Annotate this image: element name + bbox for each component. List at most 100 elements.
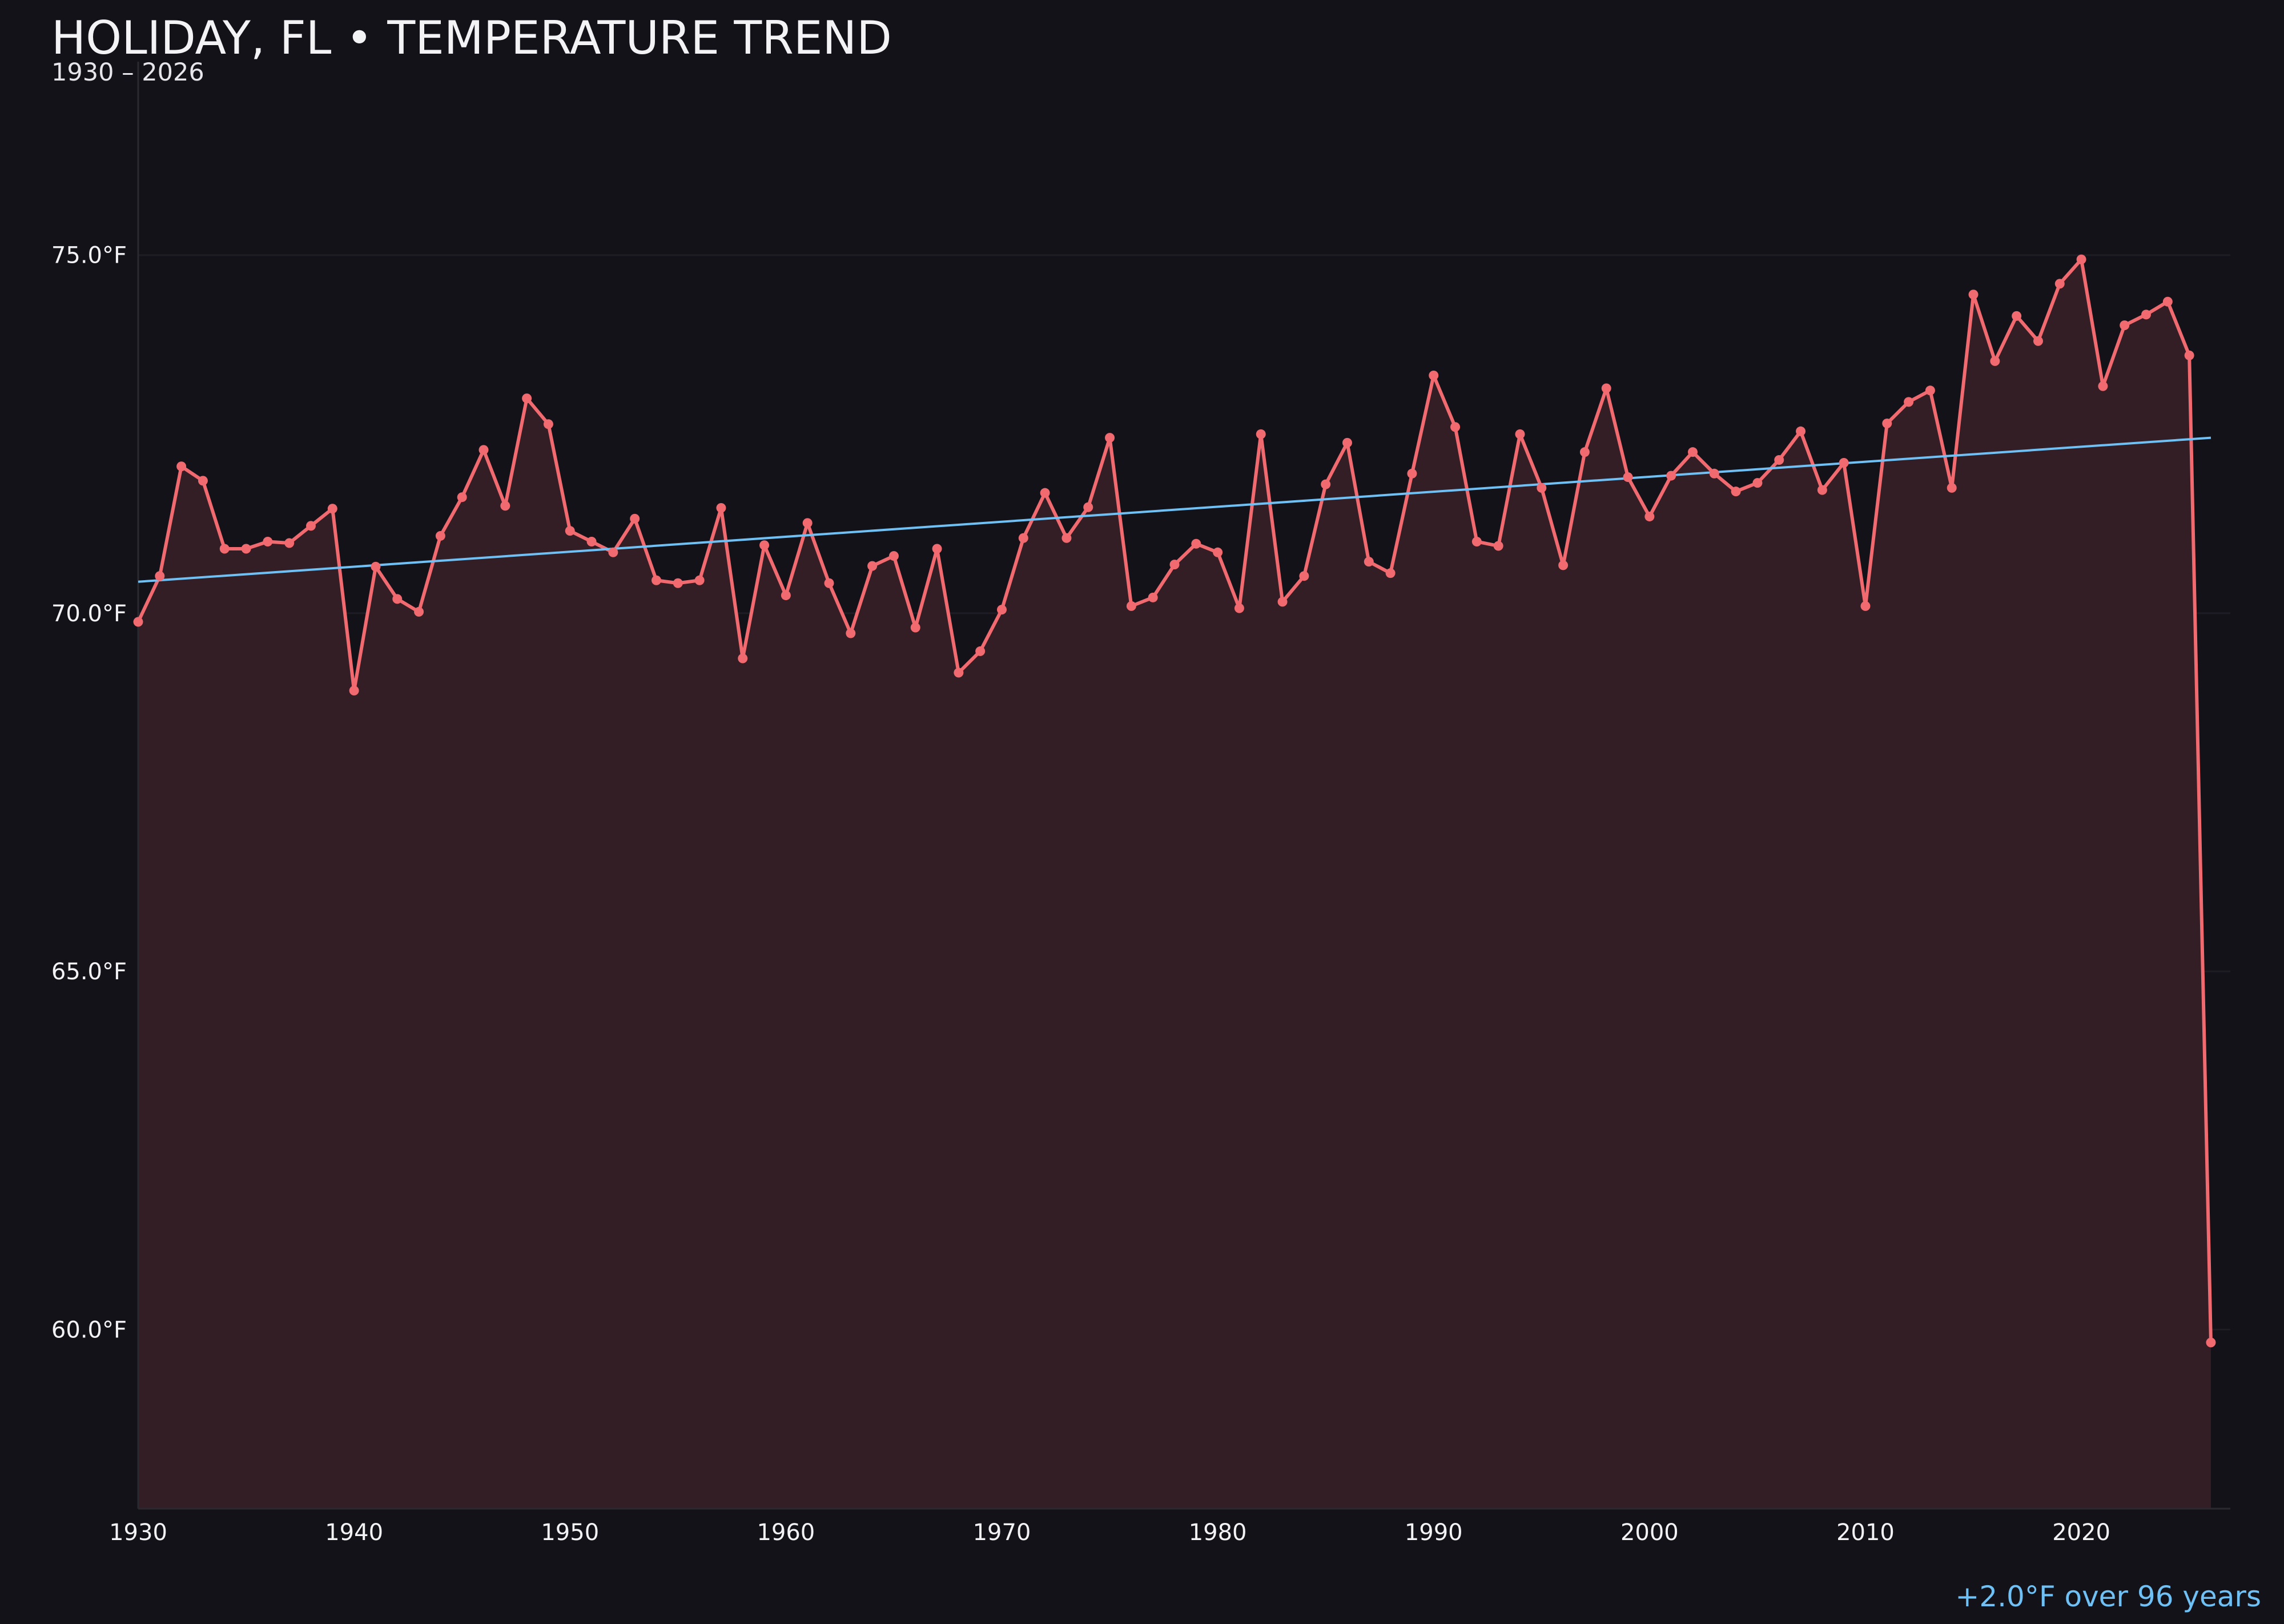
- data-point-1950: [565, 526, 575, 536]
- data-point-2006: [1774, 455, 1784, 465]
- data-point-2024: [2162, 296, 2173, 307]
- data-point-1955: [673, 578, 683, 588]
- data-point-1941: [371, 561, 381, 572]
- data-point-1992: [1471, 536, 1482, 546]
- data-point-1991: [1450, 422, 1461, 432]
- y-tick-label-1: 65.0°F: [51, 959, 127, 985]
- data-point-1954: [651, 575, 661, 585]
- data-point-1978: [1169, 560, 1180, 570]
- data-point-2003: [1709, 468, 1719, 479]
- trend-summary: +2.0°F over 96 years: [1955, 1580, 2261, 1613]
- data-point-1946: [478, 445, 489, 455]
- data-point-1933: [198, 476, 208, 486]
- data-point-2017: [2012, 311, 2022, 321]
- data-point-1977: [1148, 592, 1158, 602]
- data-point-1956: [694, 575, 705, 585]
- data-point-2004: [1731, 487, 1741, 497]
- data-point-2023: [2141, 309, 2152, 320]
- data-point-1943: [414, 606, 424, 617]
- data-point-1967: [932, 544, 942, 554]
- data-point-1974: [1083, 502, 1093, 512]
- data-point-2025: [2184, 350, 2194, 360]
- data-point-2012: [1904, 397, 1914, 407]
- data-point-1986: [1342, 437, 1352, 448]
- data-point-1962: [824, 578, 834, 588]
- data-point-1959: [759, 540, 770, 550]
- data-point-1979: [1191, 538, 1201, 549]
- x-tick-label-1930: 1930: [109, 1520, 167, 1546]
- data-point-1973: [1061, 533, 1072, 543]
- x-tick-label-2010: 2010: [1836, 1520, 1895, 1546]
- data-point-1936: [263, 536, 273, 546]
- data-point-1953: [630, 513, 640, 524]
- x-tick-label-1970: 1970: [973, 1520, 1031, 1546]
- x-tick-label-1960: 1960: [757, 1520, 815, 1546]
- data-point-1989: [1407, 468, 1417, 479]
- data-point-2022: [2120, 320, 2130, 331]
- data-point-1960: [781, 590, 791, 601]
- data-point-1984: [1299, 571, 1309, 581]
- data-point-1931: [155, 571, 165, 581]
- y-tick-label-0: 60.0°F: [51, 1317, 127, 1343]
- y-tick-label-3: 75.0°F: [51, 243, 127, 269]
- data-point-2014: [1947, 483, 1957, 493]
- data-point-1938: [305, 521, 316, 531]
- chart-title: HOLIDAY, FL • TEMPERATURE TREND: [51, 11, 892, 65]
- y-tick-labels: 60.0°F 65.0°F 70.0°F 75.0°F: [51, 243, 127, 1344]
- data-point-1930: [133, 617, 143, 627]
- data-point-1944: [435, 530, 445, 541]
- data-point-1983: [1277, 597, 1288, 607]
- data-point-1981: [1234, 603, 1244, 613]
- data-point-2001: [1666, 471, 1676, 481]
- x-tick-label-1990: 1990: [1405, 1520, 1463, 1546]
- data-point-1985: [1321, 479, 1331, 489]
- x-tick-label-2020: 2020: [2052, 1520, 2110, 1546]
- data-point-1990: [1429, 370, 1439, 380]
- data-point-1937: [284, 538, 295, 548]
- x-tick-labels: 1930 1940 1950 1960 1970 1980 1990 2000 2010 2020: [109, 1520, 2110, 1546]
- y-tick-label-2: 70.0°F: [51, 601, 127, 627]
- x-tick-label-1950: 1950: [541, 1520, 599, 1546]
- data-point-2011: [1882, 419, 1892, 428]
- temperature-data-points: [133, 254, 2216, 1348]
- data-point-1945: [457, 492, 467, 503]
- data-point-1988: [1385, 568, 1396, 578]
- data-point-1961: [802, 518, 813, 528]
- data-point-1963: [846, 628, 856, 638]
- data-point-1970: [996, 605, 1007, 615]
- x-tick-label-1940: 1940: [325, 1520, 383, 1546]
- data-point-1993: [1493, 541, 1503, 551]
- data-point-2019: [2054, 279, 2065, 289]
- data-point-2008: [1817, 485, 1827, 495]
- data-point-1968: [954, 668, 964, 678]
- data-point-1971: [1018, 533, 1028, 543]
- data-point-2026: [2206, 1337, 2216, 1348]
- data-point-1982: [1256, 429, 1266, 439]
- data-point-2013: [1925, 385, 1935, 396]
- data-point-1972: [1040, 488, 1050, 498]
- data-point-1934: [219, 544, 230, 554]
- temperature-area-fill: [138, 259, 2211, 1509]
- data-point-1964: [867, 561, 878, 571]
- data-point-1942: [392, 594, 403, 604]
- data-point-1935: [241, 544, 251, 554]
- data-point-1932: [176, 461, 187, 472]
- data-point-2007: [1796, 426, 1806, 436]
- trend-line: [138, 436, 2211, 583]
- data-point-1975: [1105, 433, 1115, 443]
- data-point-2005: [1752, 478, 1763, 488]
- data-point-2002: [1687, 447, 1698, 457]
- data-point-1965: [888, 551, 899, 561]
- data-point-1948: [522, 393, 532, 404]
- data-point-2015: [1968, 290, 1979, 300]
- data-point-2009: [1839, 457, 1849, 468]
- chart-subtitle: 1930 – 2026: [51, 58, 204, 87]
- x-tick-label-1980: 1980: [1189, 1520, 1247, 1546]
- data-point-1951: [586, 536, 597, 546]
- data-point-1940: [349, 685, 359, 696]
- data-point-2000: [1644, 512, 1655, 522]
- data-point-1999: [1623, 472, 1633, 483]
- data-point-1952: [608, 547, 618, 557]
- data-point-2020: [2076, 254, 2086, 264]
